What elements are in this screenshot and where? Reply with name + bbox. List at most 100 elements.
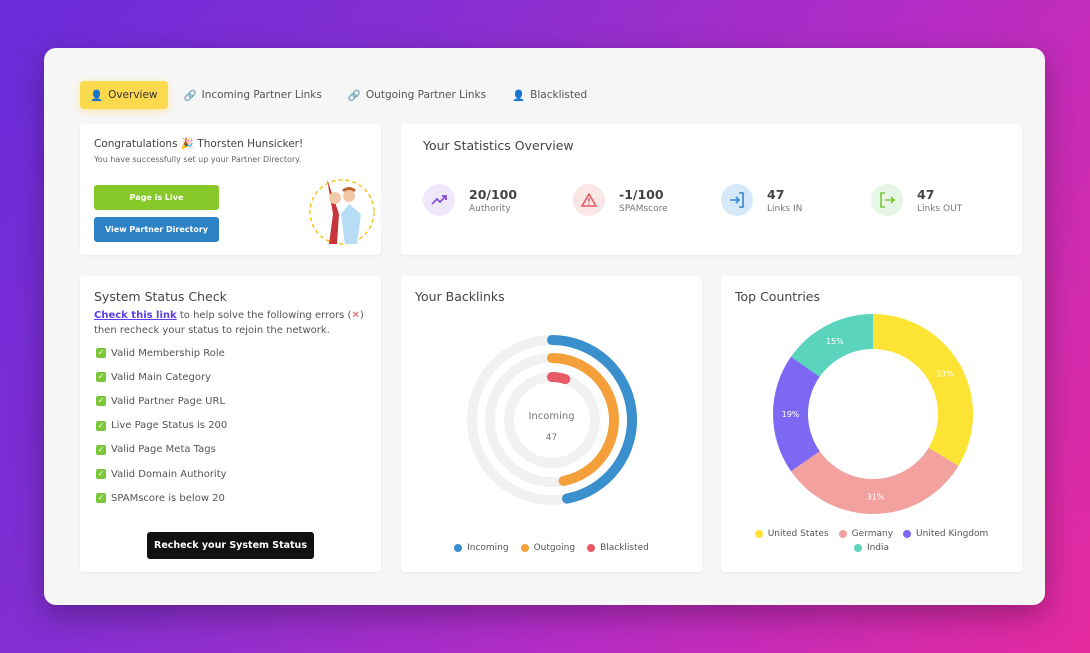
congrats-title: Congratulations 🎉 Thorsten Hunsicker!	[94, 138, 304, 150]
tab-overview[interactable]: 👤 Overview	[80, 81, 168, 109]
donut-slice-united-kingdom	[773, 356, 820, 472]
stat-spamscore: -1/100 SPAMscore	[573, 184, 668, 216]
congrats-subtitle: You have successfully set up your Partne…	[94, 155, 302, 164]
checklist-item: ✓ Valid Domain Authority	[96, 462, 227, 486]
legend-label: United States	[767, 529, 829, 539]
legend-item[interactable]: Germany	[838, 529, 894, 539]
login-icon	[721, 184, 753, 216]
recheck-status-button[interactable]: Recheck your System Status	[147, 532, 314, 559]
error-x-icon: ✕	[351, 310, 360, 321]
check-link[interactable]: Check this link	[94, 310, 177, 321]
legend-item[interactable]: Blacklisted	[587, 543, 649, 553]
checklist-item: ✓ Valid Membership Role	[96, 341, 227, 365]
countries-donut-chart: 33% 31% 19% 15%	[773, 314, 973, 514]
donut-slice-india	[790, 314, 873, 377]
check-icon: ✓	[96, 396, 106, 407]
stat-authority: 20/100 Authority	[423, 184, 517, 216]
slice-label: 15%	[826, 337, 844, 346]
stat-value: -1/100	[619, 186, 664, 202]
checklist-item: ✓ SPAMscore is below 20	[96, 486, 227, 510]
tab-incoming-partner-links[interactable]: 🔗 Incoming Partner Links	[174, 81, 332, 109]
instructions-text: to help solve the following errors (	[176, 310, 352, 321]
countries-card: Top Countries 33% 31% 19% 15% United States…	[721, 276, 1022, 572]
check-icon: ✓	[96, 493, 106, 504]
stat-label: Authority	[469, 203, 511, 214]
instructions-text: then recheck your status to rejoin the n…	[94, 325, 330, 336]
user-x-icon: 👤	[512, 89, 526, 102]
checklist-item-label: Valid Partner Page URL	[111, 395, 226, 407]
legend-marker	[838, 530, 847, 538]
countries-legend: United States Germany United Kingdom India	[741, 529, 1002, 553]
tab-blacklisted[interactable]: 👤 Blacklisted	[502, 81, 597, 109]
tab-label: Overview	[108, 89, 158, 101]
slice-label: 31%	[867, 492, 885, 501]
tab-outgoing-partner-links[interactable]: 🔗 Outgoing Partner Links	[338, 81, 496, 109]
legend-item[interactable]: Outgoing	[520, 543, 576, 553]
legend-label: Blacklisted	[600, 543, 649, 553]
checklist-item: ✓ Live Page Status is 200	[96, 414, 227, 438]
stat-value: 47	[767, 186, 785, 202]
view-directory-button[interactable]: View Partner Directory	[94, 217, 219, 242]
slice-label: 19%	[782, 410, 800, 419]
logout-icon	[871, 184, 903, 216]
legend-label: United Kingdom	[916, 529, 989, 539]
congrats-card: Congratulations 🎉 Thorsten Hunsicker! Yo…	[80, 124, 381, 255]
celebration-illustration	[309, 179, 375, 245]
system-status-card: System Status Check Check this link to h…	[80, 276, 381, 572]
legend-item[interactable]: United Kingdom	[903, 529, 988, 539]
stat-label: Links IN	[767, 203, 803, 214]
legend-marker	[853, 544, 862, 552]
checklist-item-label: SPAMscore is below 20	[111, 492, 225, 504]
page-live-button[interactable]: Page is Live	[94, 185, 219, 210]
stat-links-out: 47 Links OUT	[871, 184, 962, 216]
legend-label: Germany	[851, 529, 894, 539]
app-window: 👤 Overview 🔗 Incoming Partner Links 🔗 Outgo…	[44, 48, 1045, 605]
legend-marker	[903, 530, 912, 538]
check-icon: ✓	[96, 348, 106, 359]
tab-label: Outgoing Partner Links	[365, 89, 487, 101]
checklist-item: ✓ Valid Page Meta Tags	[96, 438, 227, 462]
stat-value: 20/100	[469, 186, 518, 202]
donut-slice-germany	[790, 447, 959, 514]
legend-marker	[754, 530, 763, 538]
check-icon: ✓	[96, 420, 106, 431]
system-status-instructions: Check this link to help solve the follow…	[94, 308, 374, 338]
legend-label: Incoming	[467, 543, 509, 553]
checklist-item: ✓ Valid Partner Page URL	[96, 389, 227, 413]
stat-links-in: 47 Links IN	[721, 184, 802, 216]
tab-label: Blacklisted	[530, 89, 588, 101]
legend-marker	[587, 544, 596, 552]
legend-item[interactable]: India	[853, 543, 889, 553]
radial-center-value: 47	[545, 433, 558, 443]
stat-value: 47	[917, 186, 935, 202]
tab-label: Incoming Partner Links	[201, 89, 322, 101]
check-icon: ✓	[96, 444, 106, 455]
checklist: ✓ Valid Membership Role ✓ Valid Main Catego…	[96, 341, 227, 510]
legend-label: Outgoing	[533, 543, 576, 553]
user-icon: 👤	[90, 89, 104, 102]
radial-bar-blacklisted	[547, 372, 571, 385]
radial-bar-incoming	[547, 335, 637, 504]
donut-slice-united-states	[873, 314, 973, 466]
backlinks-legend: Incoming Outgoing Blacklisted	[401, 543, 702, 553]
statistics-title: Your Statistics Overview	[423, 138, 574, 153]
tab-bar: 👤 Overview 🔗 Incoming Partner Links 🔗 Outgo…	[80, 81, 603, 109]
radial-center-label: Incoming	[528, 411, 575, 422]
backlinks-title: Your Backlinks	[415, 289, 505, 304]
countries-title: Top Countries	[735, 289, 821, 304]
stat-label: Links OUT	[917, 203, 963, 214]
checklist-item: ✓ Valid Main Category	[96, 365, 227, 389]
slice-label: 33%	[936, 370, 954, 379]
radial-bar-outgoing	[547, 353, 619, 486]
legend-item[interactable]: Incoming	[454, 543, 509, 553]
statistics-card: Your Statistics Overview 20/100 Authority…	[401, 124, 1022, 255]
link-icon: 🔗	[347, 89, 361, 102]
checklist-item-label: Live Page Status is 200	[111, 420, 228, 432]
check-icon: ✓	[96, 469, 106, 480]
system-status-title: System Status Check	[94, 289, 227, 304]
check-icon: ✓	[96, 372, 106, 383]
checklist-item-label: Valid Main Category	[111, 371, 212, 383]
legend-item[interactable]: United States	[754, 529, 829, 539]
backlinks-card: Your Backlinks Incoming 47 Incoming Outgo…	[401, 276, 702, 572]
link-icon: 🔗	[183, 89, 197, 102]
